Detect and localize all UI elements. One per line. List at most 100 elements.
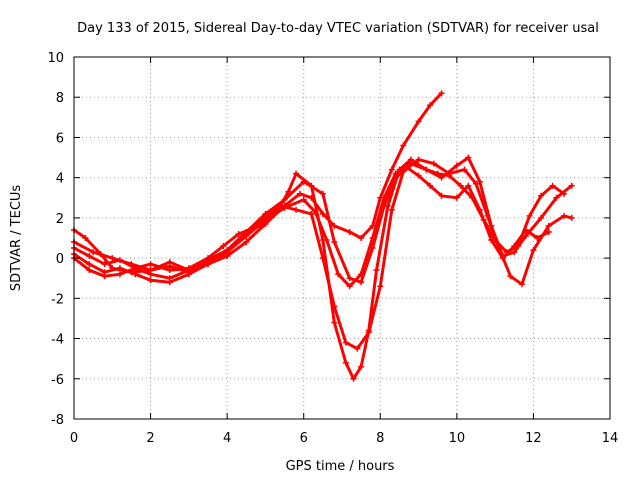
- x-tick-label: 2: [146, 431, 154, 446]
- data-point: [82, 235, 89, 241]
- data-point: [86, 261, 93, 268]
- data-point: [415, 118, 422, 125]
- data-point: [438, 192, 445, 199]
- data-point: [346, 275, 353, 282]
- data-point: [476, 206, 483, 213]
- data-point: [293, 170, 300, 177]
- data-point: [561, 212, 568, 219]
- axis-ticks: [73, 56, 611, 420]
- data-point: [427, 102, 434, 109]
- x-tick-label: 0: [70, 431, 78, 446]
- data-point: [377, 283, 384, 290]
- data-point: [438, 90, 445, 97]
- data-point: [499, 255, 506, 262]
- data-point: [518, 281, 525, 288]
- data-point: [434, 170, 441, 177]
- data-point: [293, 206, 300, 213]
- data-point: [342, 339, 349, 346]
- data-point: [430, 160, 437, 167]
- y-tick-labels: -8 -6 -4 -2 0 2 4 6 8 10: [47, 51, 64, 428]
- data-point: [530, 247, 537, 254]
- data-point: [538, 214, 545, 221]
- y-axis-label: SDTVAR / TECUs: [9, 185, 24, 292]
- data-point: [281, 196, 288, 203]
- y-tick-label: 4: [56, 172, 64, 187]
- data-point: [350, 375, 357, 382]
- data-point: [331, 222, 338, 229]
- y-tick-label: 8: [56, 91, 64, 106]
- gridlines: [74, 57, 610, 419]
- data-point: [101, 273, 108, 280]
- data-point: [568, 182, 575, 189]
- data-point: [319, 190, 326, 197]
- data-point: [354, 345, 361, 352]
- data-point: [415, 156, 422, 163]
- data-point: [331, 319, 338, 326]
- data-point: [86, 267, 93, 274]
- y-tick-label: -4: [51, 333, 64, 348]
- data-point: [453, 194, 460, 201]
- x-tick-label: 10: [449, 431, 466, 446]
- data-point: [342, 359, 349, 366]
- data-point: [166, 279, 173, 286]
- x-tick-label: 4: [223, 431, 231, 446]
- x-axis-label: GPS time / hours: [286, 459, 395, 474]
- data-point: [116, 265, 123, 272]
- y-tick-label: 10: [47, 51, 64, 66]
- data-point: [373, 267, 380, 274]
- x-tick-labels: 0 2 4 6 8 10 12 14: [70, 431, 618, 446]
- data-point: [534, 235, 541, 241]
- x-tick-label: 6: [300, 431, 308, 446]
- data-point: [522, 226, 529, 233]
- data-point: [488, 237, 495, 244]
- y-tick-label: 2: [56, 212, 64, 227]
- y-tick-label: 6: [56, 131, 64, 146]
- data-point: [457, 182, 464, 189]
- y-tick-label: -6: [51, 373, 64, 388]
- data-point: [404, 164, 411, 171]
- data-point: [446, 172, 453, 179]
- data-point: [296, 190, 303, 197]
- data-point: [300, 178, 307, 185]
- data-point: [465, 154, 472, 161]
- data-point: [101, 261, 108, 268]
- data-point: [538, 192, 545, 199]
- data-point: [235, 230, 242, 237]
- data-point: [147, 267, 154, 274]
- x-tick-label: 8: [376, 431, 384, 446]
- data-point: [331, 239, 338, 246]
- data-point: [396, 166, 403, 173]
- data-point: [365, 327, 372, 334]
- data-point: [205, 257, 211, 264]
- data-point: [132, 271, 139, 278]
- data-point: [166, 263, 173, 270]
- data-point: [346, 283, 353, 290]
- data-point: [358, 235, 365, 241]
- data-point: [484, 212, 491, 219]
- data-point: [243, 228, 250, 235]
- data-point: [319, 237, 326, 244]
- data-point: [86, 253, 93, 260]
- data-point: [549, 182, 556, 189]
- data-point: [262, 210, 269, 217]
- data-point: [388, 166, 395, 173]
- series-line: [72, 156, 574, 288]
- data-point: [220, 243, 227, 250]
- data-point: [427, 182, 434, 189]
- data-point: [388, 206, 395, 213]
- data-point: [561, 190, 568, 197]
- data-point: [300, 196, 307, 203]
- data-point: [319, 210, 326, 217]
- data-point: [335, 271, 342, 278]
- data-point: [109, 255, 116, 262]
- data-series: [71, 90, 575, 382]
- data-point: [90, 249, 97, 256]
- data-point: [147, 277, 154, 284]
- data-point: [147, 261, 154, 268]
- data-point: [224, 247, 231, 254]
- chart-title: Day 133 of 2015, Sidereal Day-to-day VTE…: [77, 21, 599, 36]
- data-point: [381, 202, 388, 209]
- data-point: [526, 212, 533, 219]
- y-tick-label: -8: [51, 413, 64, 428]
